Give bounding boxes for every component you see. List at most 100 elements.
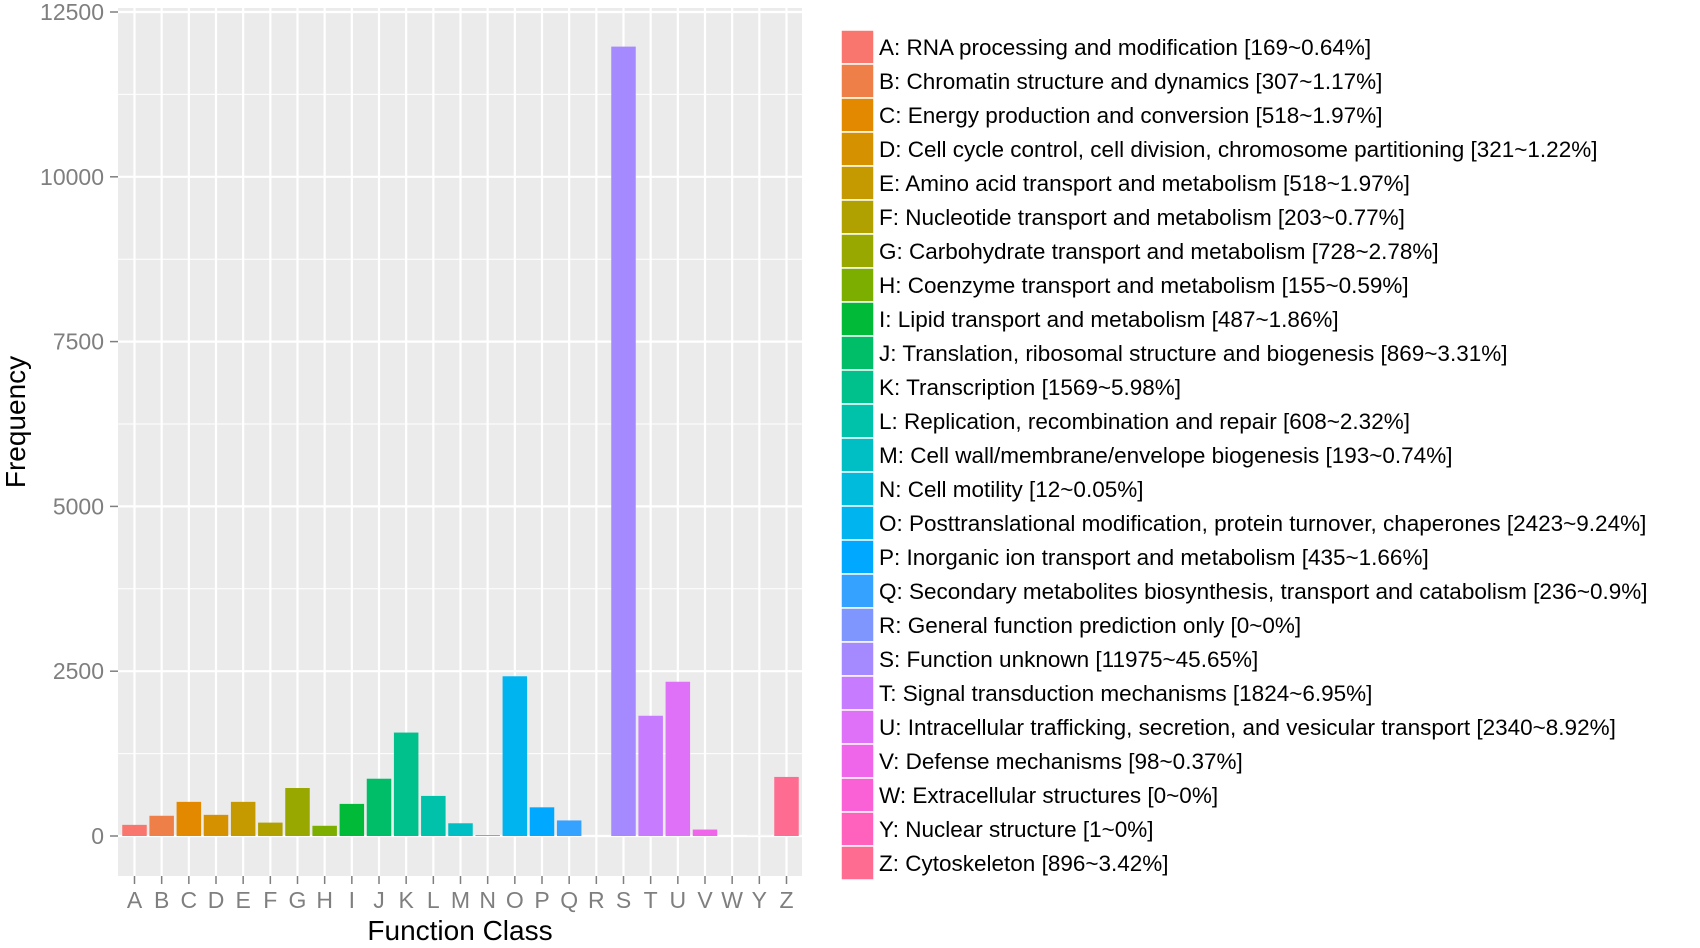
y-tick-label: 10000 xyxy=(40,164,104,190)
x-tick-label-F: F xyxy=(263,887,277,913)
bar-E xyxy=(231,802,256,836)
bar-A xyxy=(122,825,147,836)
legend-key-B xyxy=(841,64,874,98)
legend-key-F xyxy=(841,200,874,234)
y-axis: 0 2500 5000 7500 10000 12500 xyxy=(40,0,118,849)
legend-key-C xyxy=(841,98,874,132)
bar-L xyxy=(421,796,446,836)
legend-label-R: R: General function prediction only [0~0… xyxy=(879,613,1301,638)
legend-key-T xyxy=(841,676,874,710)
legend-key-L xyxy=(841,404,874,438)
x-tick-label-S: S xyxy=(616,887,631,913)
legend-label-I: I: Lipid transport and metabolism [487~1… xyxy=(879,307,1339,332)
legend-key-S xyxy=(841,642,874,676)
x-tick-label-I: I xyxy=(349,887,355,913)
legend-key-E xyxy=(841,166,874,200)
legend-key-Q xyxy=(841,574,874,608)
x-tick-label-B: B xyxy=(154,887,169,913)
x-tick-label-R: R xyxy=(588,887,605,913)
legend-label-O: O: Posttranslational modification, prote… xyxy=(879,511,1646,536)
legend-label-Y: Y: Nuclear structure [1~0%] xyxy=(879,817,1154,842)
x-tick-label-T: T xyxy=(644,887,658,913)
y-tick-label: 12500 xyxy=(40,0,104,25)
legend-label-F: F: Nucleotide transport and metabolism [… xyxy=(879,205,1405,230)
legend-key-O xyxy=(841,506,874,540)
bar-B xyxy=(149,816,174,836)
legend-key-V xyxy=(841,744,874,778)
legend-label-N: N: Cell motility [12~0.05%] xyxy=(879,477,1144,502)
legend-label-S: S: Function unknown [11975~45.65%] xyxy=(879,647,1258,672)
x-tick-label-A: A xyxy=(127,887,143,913)
x-tick-label-H: H xyxy=(316,887,333,913)
legend-label-J: J: Translation, ribosomal structure and … xyxy=(879,341,1507,366)
x-tick-label-P: P xyxy=(534,887,549,913)
y-tick-label: 2500 xyxy=(53,658,104,684)
legend-label-K: K: Transcription [1569~5.98%] xyxy=(879,375,1181,400)
x-tick-label-Z: Z xyxy=(779,887,793,913)
bar-K xyxy=(394,733,419,836)
legend-label-M: M: Cell wall/membrane/envelope biogenesi… xyxy=(879,443,1452,468)
legend-key-R xyxy=(841,608,874,642)
legend-label-D: D: Cell cycle control, cell division, ch… xyxy=(879,137,1597,162)
bar-O xyxy=(503,676,528,836)
x-tick-label-W: W xyxy=(721,887,743,913)
legend-label-A: A: RNA processing and modification [169~… xyxy=(879,35,1371,60)
bar-U xyxy=(666,682,691,836)
x-tick-label-J: J xyxy=(373,887,385,913)
legend-label-P: P: Inorganic ion transport and metabolis… xyxy=(879,545,1429,570)
legend-key-G xyxy=(841,234,874,268)
legend: A: RNA processing and modification [169~… xyxy=(841,30,1648,880)
legend-key-U xyxy=(841,710,874,744)
legend-label-W: W: Extracellular structures [0~0%] xyxy=(879,783,1218,808)
x-tick-label-M: M xyxy=(451,887,470,913)
legend-key-J xyxy=(841,336,874,370)
bar-D xyxy=(204,815,229,836)
bar-P xyxy=(530,807,555,836)
x-tick-label-L: L xyxy=(427,887,440,913)
bar-G xyxy=(285,788,310,836)
legend-key-Y xyxy=(841,812,874,846)
y-tick-label: 7500 xyxy=(53,329,104,355)
legend-label-B: B: Chromatin structure and dynamics [307… xyxy=(879,69,1382,94)
legend-label-E: E: Amino acid transport and metabolism [… xyxy=(879,171,1410,196)
bar-N xyxy=(475,835,500,836)
legend-label-Z: Z: Cytoskeleton [896~3.42%] xyxy=(879,851,1169,876)
x-tick-label-V: V xyxy=(697,887,713,913)
x-tick-label-C: C xyxy=(181,887,198,913)
x-tick-label-Q: Q xyxy=(560,887,578,913)
legend-label-L: L: Replication, recombination and repair… xyxy=(879,409,1410,434)
bar-T xyxy=(638,716,663,836)
legend-key-D xyxy=(841,132,874,166)
bar-F xyxy=(258,823,283,836)
legend-key-A xyxy=(841,30,874,64)
legend-label-V: V: Defense mechanisms [98~0.37%] xyxy=(879,749,1243,774)
legend-label-G: G: Carbohydrate transport and metabolism… xyxy=(879,239,1439,264)
legend-key-W xyxy=(841,778,874,812)
legend-label-U: U: Intracellular trafficking, secretion,… xyxy=(879,715,1616,740)
legend-key-Z xyxy=(841,846,874,880)
bar-Q xyxy=(557,820,582,836)
legend-key-M xyxy=(841,438,874,472)
bar-H xyxy=(312,826,337,836)
x-tick-label-N: N xyxy=(479,887,496,913)
y-tick-label: 5000 xyxy=(53,493,104,519)
bar-V xyxy=(693,830,718,836)
y-tick-label: 0 xyxy=(91,823,104,849)
bar-J xyxy=(367,779,392,836)
legend-key-N xyxy=(841,472,874,506)
legend-key-H xyxy=(841,268,874,302)
x-axis-title: Function Class xyxy=(367,915,552,943)
x-tick-label-D: D xyxy=(208,887,225,913)
x-tick-label-K: K xyxy=(398,887,414,913)
y-axis-title: Frequency xyxy=(0,356,31,488)
x-tick-label-E: E xyxy=(235,887,250,913)
legend-label-H: H: Coenzyme transport and metabolism [15… xyxy=(879,273,1409,298)
bar-S xyxy=(611,47,636,836)
x-tick-label-U: U xyxy=(670,887,687,913)
bar-M xyxy=(448,823,473,836)
bar-C xyxy=(177,802,202,836)
legend-key-I xyxy=(841,302,874,336)
